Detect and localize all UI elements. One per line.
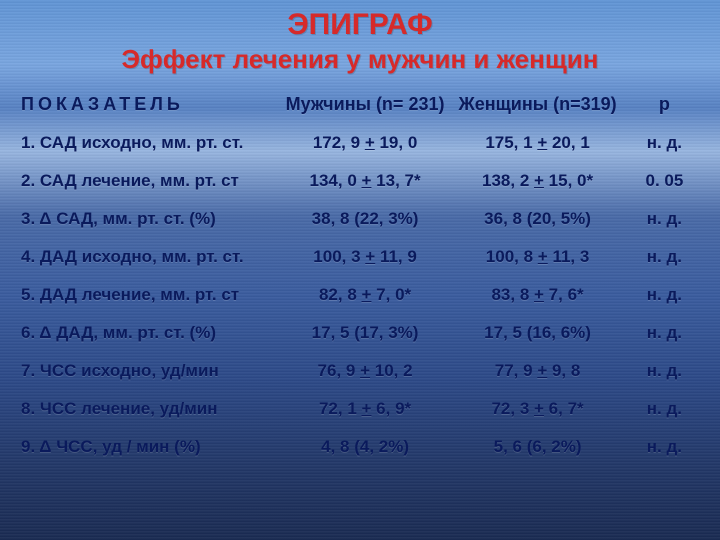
cell-p: н. д. [624, 314, 705, 352]
col-indicator: ПОКАЗАТЕЛЬ [15, 85, 279, 124]
table-row: 4. ДАД исходно, мм. рт. ст.100, 3 + 11, … [15, 238, 705, 276]
cell-indicator: 8. ЧСС лечение, уд/мин [15, 390, 279, 428]
cell-p: н. д. [624, 200, 705, 238]
col-men: Мужчины (n= 231) [279, 85, 452, 124]
cell-p: н. д. [624, 390, 705, 428]
table-row: 6. Δ ДАД, мм. рт. ст. (%)17, 5 (17, 3%)1… [15, 314, 705, 352]
col-women: Женщины (n=319) [451, 85, 624, 124]
table-row: 5. ДАД лечение, мм. рт. ст82, 8 + 7, 0*8… [15, 276, 705, 314]
table-row: 8. ЧСС лечение, уд/мин72, 1 + 6, 9*72, 3… [15, 390, 705, 428]
cell-indicator: 6. Δ ДАД, мм. рт. ст. (%) [15, 314, 279, 352]
table-row: 7. ЧСС исходно, уд/мин76, 9 + 10, 277, 9… [15, 352, 705, 390]
cell-indicator: 7. ЧСС исходно, уд/мин [15, 352, 279, 390]
cell-p: 0. 05 [624, 162, 705, 200]
cell-indicator: 3. Δ САД, мм. рт. ст. (%) [15, 200, 279, 238]
table-row: 9. Δ ЧСС, уд / мин (%)4, 8 (4, 2%)5, 6 (… [15, 428, 705, 466]
cell-indicator: 2. САД лечение, мм. рт. ст [15, 162, 279, 200]
results-table: ПОКАЗАТЕЛЬ Мужчины (n= 231) Женщины (n=3… [15, 85, 705, 466]
cell-women: 72, 3 + 6, 7* [451, 390, 624, 428]
page-title: ЭПИГРАФ [0, 0, 720, 42]
cell-men: 72, 1 + 6, 9* [279, 390, 452, 428]
cell-indicator: 5. ДАД лечение, мм. рт. ст [15, 276, 279, 314]
cell-men: 76, 9 + 10, 2 [279, 352, 452, 390]
cell-p: н. д. [624, 276, 705, 314]
cell-indicator: 4. ДАД исходно, мм. рт. ст. [15, 238, 279, 276]
cell-men: 100, 3 + 11, 9 [279, 238, 452, 276]
cell-men: 38, 8 (22, 3%) [279, 200, 452, 238]
cell-p: н. д. [624, 428, 705, 466]
cell-women: 17, 5 (16, 6%) [451, 314, 624, 352]
cell-women: 77, 9 + 9, 8 [451, 352, 624, 390]
header-row: ПОКАЗАТЕЛЬ Мужчины (n= 231) Женщины (n=3… [15, 85, 705, 124]
cell-women: 83, 8 + 7, 6* [451, 276, 624, 314]
cell-women: 138, 2 + 15, 0* [451, 162, 624, 200]
cell-p: н. д. [624, 238, 705, 276]
cell-men: 17, 5 (17, 3%) [279, 314, 452, 352]
cell-men: 82, 8 + 7, 0* [279, 276, 452, 314]
table-row: 2. САД лечение, мм. рт. ст134, 0 + 13, 7… [15, 162, 705, 200]
cell-indicator: 9. Δ ЧСС, уд / мин (%) [15, 428, 279, 466]
cell-p: н. д. [624, 124, 705, 162]
cell-women: 175, 1 + 20, 1 [451, 124, 624, 162]
cell-p: н. д. [624, 352, 705, 390]
cell-women: 100, 8 + 11, 3 [451, 238, 624, 276]
cell-men: 134, 0 + 13, 7* [279, 162, 452, 200]
cell-women: 36, 8 (20, 5%) [451, 200, 624, 238]
cell-men: 172, 9 + 19, 0 [279, 124, 452, 162]
cell-women: 5, 6 (6, 2%) [451, 428, 624, 466]
page-subtitle: Эффект лечения у мужчин и женщин [0, 42, 720, 85]
cell-men: 4, 8 (4, 2%) [279, 428, 452, 466]
col-p: р [624, 85, 705, 124]
table-row: 1. САД исходно, мм. рт. ст.172, 9 + 19, … [15, 124, 705, 162]
cell-indicator: 1. САД исходно, мм. рт. ст. [15, 124, 279, 162]
table-row: 3. Δ САД, мм. рт. ст. (%)38, 8 (22, 3%)3… [15, 200, 705, 238]
